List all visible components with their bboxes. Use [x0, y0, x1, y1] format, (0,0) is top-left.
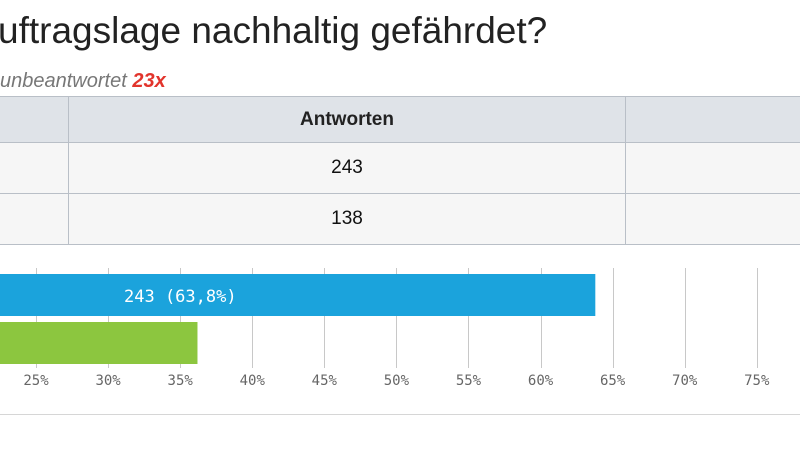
x-tick-label: 40%: [240, 373, 266, 389]
header-cell-answers: Antworten: [68, 96, 626, 143]
x-tick-label: 75%: [744, 373, 770, 389]
x-tick-label: 60%: [528, 373, 554, 389]
table-cell: [625, 193, 800, 245]
table-row: 243: [0, 142, 800, 194]
x-tick-label: 65%: [600, 373, 626, 389]
table-cell: [625, 142, 800, 194]
chart-bottom-border: [0, 414, 800, 415]
x-tick-label: 50%: [384, 373, 410, 389]
question-title: uftragslage nachhaltig gefährdet?: [0, 10, 548, 51]
answer-count-cell: 138: [68, 193, 626, 245]
answer-count-cell: 243: [68, 142, 626, 194]
header-cell: [0, 96, 69, 143]
x-tick-label: 30%: [95, 373, 121, 389]
table-cell: [0, 142, 69, 194]
x-tick-label: 25%: [23, 373, 49, 389]
x-tick-label: 35%: [168, 373, 194, 389]
unanswered-info: unbeantwortet 23x: [0, 70, 166, 93]
table-header-row: Antworten: [0, 96, 800, 143]
unanswered-count: 23x: [132, 70, 166, 92]
bar-2: [0, 322, 198, 364]
answers-table: Antworten 243 138: [0, 96, 800, 245]
header-cell: [625, 96, 800, 143]
bar-1: [0, 274, 596, 316]
table-row: 138: [0, 193, 800, 245]
bar-label: 243 (63,8%): [124, 287, 237, 307]
results-bar-chart: 243 (63,8%) 25% 30% 35% 40% 45% 50% 55% 60% 65% 70…: [0, 268, 770, 389]
table-cell: [0, 193, 69, 245]
x-tick-label: 45%: [312, 373, 338, 389]
x-tick-label: 55%: [456, 373, 482, 389]
x-tick-label: 70%: [672, 373, 698, 389]
unanswered-label: unbeantwortet: [0, 70, 127, 92]
